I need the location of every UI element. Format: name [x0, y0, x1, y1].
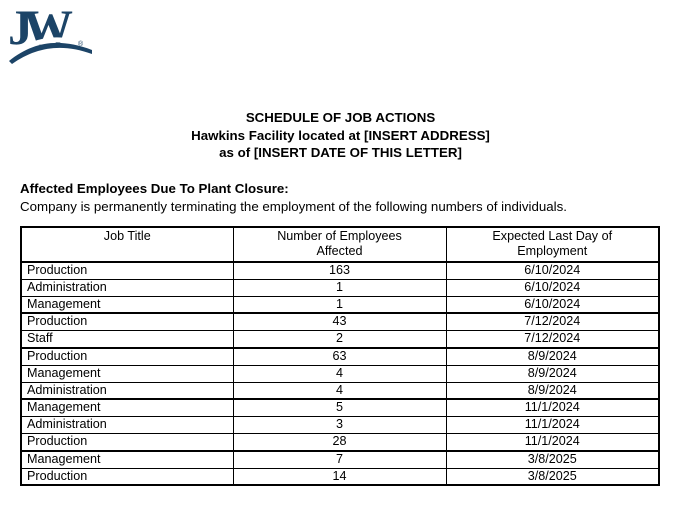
logo-swoosh-cut [7, 37, 93, 60]
table-cell: 6/10/2024 [445, 278, 660, 297]
column-header-job-title: Job Title [20, 226, 234, 263]
logo-swoosh [9, 42, 92, 64]
table-cell: 4 [232, 364, 447, 383]
table-row: Staff 2 7/12/2024 [20, 330, 660, 349]
table-cell: 2 [232, 330, 447, 349]
table-cell: 4 [232, 381, 447, 400]
table-row: Administration 4 8/9/2024 [20, 381, 660, 400]
table-header: Job Title Number of Employees Affected E… [20, 226, 660, 263]
table-cell: 3/8/2025 [445, 449, 660, 469]
table-row: Management 5 11/1/2024 [20, 398, 660, 418]
intro-heading: Affected Employees Due To Plant Closure: [20, 181, 289, 196]
table-cell: 3/8/2025 [445, 467, 660, 486]
table-cell: Production [20, 432, 234, 452]
table-cell: 7/12/2024 [445, 330, 660, 349]
table-cell: 11/1/2024 [445, 432, 660, 452]
table-row: Administration 3 11/1/2024 [20, 416, 660, 434]
table-cell: 163 [232, 261, 447, 280]
table-cell: 8/9/2024 [445, 381, 660, 400]
jw-logo: J W ® [7, 0, 94, 67]
table-row: Production 63 8/9/2024 [20, 346, 660, 366]
document-title-block: SCHEDULE OF JOB ACTIONS Hawkins Facility… [0, 109, 681, 162]
table-header-row: Job Title Number of Employees Affected E… [20, 226, 660, 263]
table-cell: 63 [232, 346, 447, 366]
table-row: Production 163 6/10/2024 [20, 261, 660, 280]
column-header-label: Expected Last Day of Employment [492, 229, 613, 258]
column-header-employees-affected: Number of Employees Affected [232, 226, 447, 263]
title-line-3: as of [INSERT DATE OF THIS LETTER] [219, 145, 462, 161]
table-row: Production 14 3/8/2025 [20, 467, 660, 486]
title-line-1: SCHEDULE OF JOB ACTIONS [245, 110, 436, 125]
table-cell: Production [20, 467, 234, 486]
table-row: Management 1 6/10/2024 [20, 295, 660, 314]
table-cell: Management [20, 364, 234, 383]
intro-block: Affected Employees Due To Plant Closure:… [20, 180, 665, 215]
table-row: Production 28 11/1/2024 [20, 432, 660, 452]
table-cell: Administration [20, 278, 234, 297]
table-cell: 8/9/2024 [445, 346, 660, 366]
table-cell: Administration [20, 416, 234, 434]
table-cell: Production [20, 261, 234, 280]
table-cell: 7 [232, 449, 447, 469]
table-cell: 7/12/2024 [445, 312, 660, 332]
table-cell: 8/9/2024 [445, 364, 660, 383]
table-cell: Management [20, 398, 234, 418]
table-cell: Staff [20, 330, 234, 349]
table-cell: 11/1/2024 [445, 416, 660, 434]
table-row: Production 43 7/12/2024 [20, 312, 660, 332]
table-cell: Management [20, 449, 234, 469]
table-cell: 6/10/2024 [445, 261, 660, 280]
table-cell: 3 [232, 416, 447, 434]
logo-registered-mark: ® [78, 40, 84, 48]
job-actions-table: Job Title Number of Employees Affected E… [20, 226, 660, 487]
table-cell: Management [20, 295, 234, 314]
column-header-label: Number of Employees Affected [277, 229, 402, 258]
table-row: Management 7 3/8/2025 [20, 449, 660, 469]
intro-body: Company is permanently terminating the e… [20, 198, 567, 214]
table-row: Administration 1 6/10/2024 [20, 278, 660, 297]
table-cell: Production [20, 312, 234, 332]
table-cell: 43 [232, 312, 447, 332]
table-row: Management 4 8/9/2024 [20, 364, 660, 383]
table-cell: 14 [232, 467, 447, 486]
table-cell: 6/10/2024 [445, 295, 660, 314]
table-cell: 1 [232, 295, 447, 314]
title-line-2: Hawkins Facility located at [INSERT ADDR… [191, 127, 490, 143]
table-cell: 11/1/2024 [445, 398, 660, 418]
table-body: Production 163 6/10/2024 Administration 1 6/1… [20, 261, 660, 486]
table-cell: Production [20, 346, 234, 366]
jw-logo-graphic: J W ® [7, 0, 93, 64]
column-header-label: Job Title [103, 229, 151, 243]
table-cell: 28 [232, 432, 447, 452]
table-cell: 1 [232, 278, 447, 297]
table-cell: Administration [20, 381, 234, 400]
table-cell: 5 [232, 398, 447, 418]
column-header-last-day: Expected Last Day of Employment [445, 226, 660, 263]
